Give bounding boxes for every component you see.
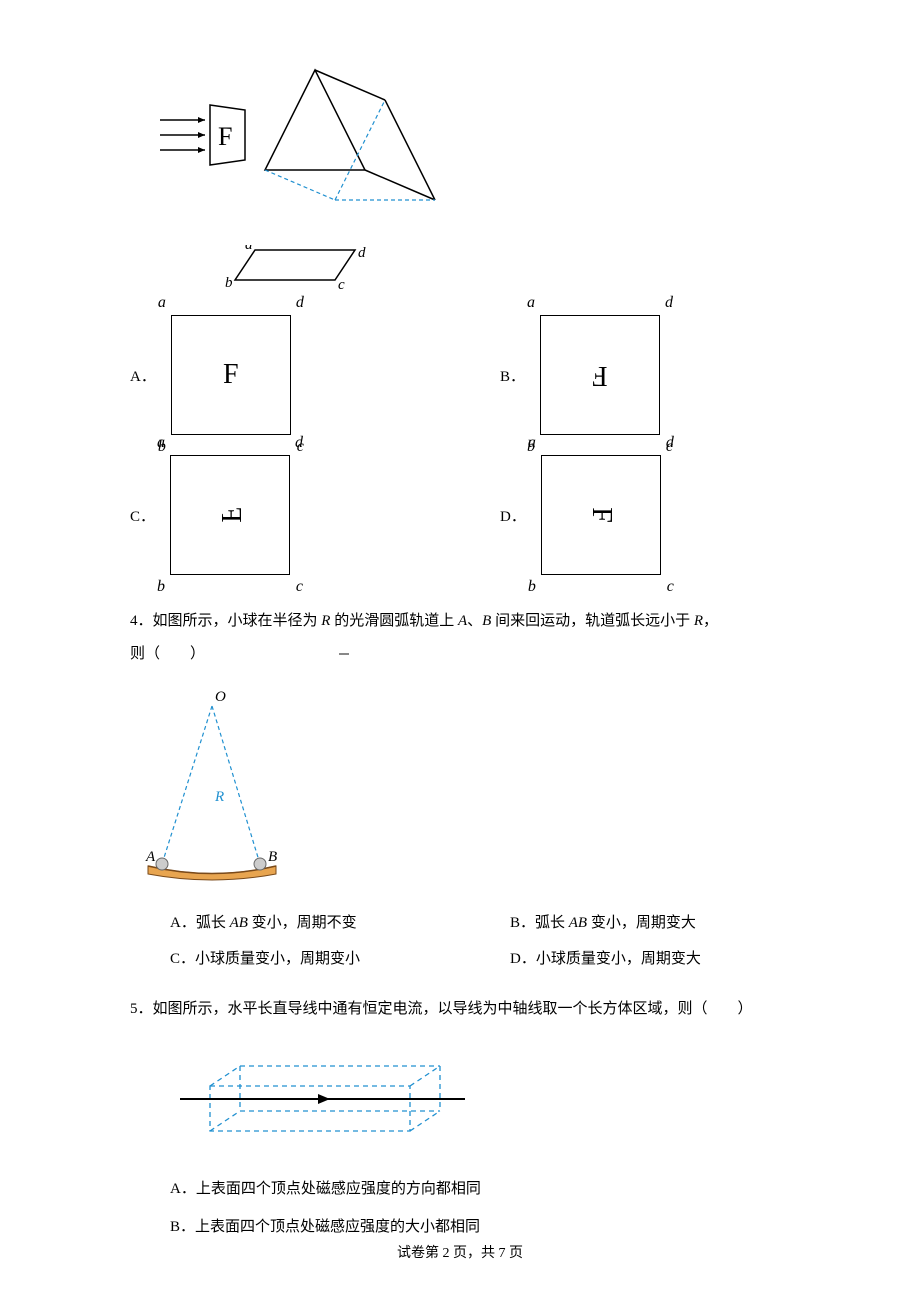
q4-opt-c: C．小球质量变小，周期变小: [170, 947, 450, 968]
corner-d: d: [296, 294, 304, 312]
q4-diagram: O R A B: [140, 686, 790, 891]
page-footer: 试卷第 2 页，共 7 页: [0, 1242, 920, 1262]
q3-option-b: B． a d b c F: [500, 315, 790, 435]
q4-svg: O R A B: [140, 686, 300, 886]
q4-b: B: [482, 613, 491, 629]
corner-b: b: [528, 578, 536, 596]
q4-t4: ，: [703, 613, 718, 629]
q5-svg: [170, 1046, 470, 1146]
q4-a: A: [458, 613, 467, 629]
square-c: a d b c F: [170, 455, 290, 575]
q5-opt-b: B．上表面四个顶点处磁感应强度的大小都相同: [170, 1209, 790, 1247]
q4-t1: 如图所示，小球在半径为: [153, 613, 322, 629]
b-label: B: [268, 849, 277, 865]
q4-t5: 则（ ）: [130, 646, 205, 662]
prism-f-label: F: [218, 122, 232, 151]
svg-text:c: c: [338, 277, 345, 293]
corner-d: d: [295, 434, 303, 452]
square-b: a d b c F: [540, 315, 660, 435]
q5-options: A．上表面四个顶点处磁感应强度的方向都相同 B．上表面四个顶点处磁感应强度的大小…: [170, 1171, 790, 1246]
f-glyph-c: F: [214, 507, 246, 523]
q5-text: 5．如图所示，水平长直导线中通有恒定电流，以导线为中轴线取一个长方体区域，则（ …: [130, 993, 790, 1026]
f-glyph-d: F: [585, 507, 617, 523]
q4-number: 4．: [130, 613, 153, 629]
q4-r2: R: [694, 613, 703, 629]
q4-opt-d: D．小球质量变小，周期变大: [510, 947, 790, 968]
svg-text:d: d: [358, 245, 366, 261]
option-letter-b: B．: [500, 365, 525, 386]
cursor-mark: [339, 653, 349, 655]
q4-sep: 、: [467, 613, 482, 629]
square-d: a d b c F: [541, 455, 661, 575]
corner-c: c: [667, 578, 674, 596]
svg-text:a: a: [245, 245, 253, 253]
prism-diagram: F: [160, 60, 790, 235]
q5-diagram: [170, 1046, 790, 1151]
f-glyph-a: F: [223, 359, 239, 391]
f-glyph-b: F: [592, 359, 608, 391]
q4-options: A．弧长 AB 变小，周期不变 B．弧长 AB 变小，周期变大 C．小球质量变小…: [170, 911, 790, 968]
option-letter-a: A．: [130, 365, 156, 386]
prism-svg: F: [160, 60, 450, 230]
corner-d: d: [666, 434, 674, 452]
q5-number: 5．: [130, 1001, 153, 1017]
svg-text:b: b: [225, 275, 233, 291]
r-label: R: [214, 789, 224, 805]
corner-c: c: [296, 578, 303, 596]
option-letter-d: D．: [500, 505, 526, 526]
q4-t3: 间来回运动，轨道弧长远小于: [491, 613, 694, 629]
square-a: a d b c F: [171, 315, 291, 435]
q4-text: 4．如图所示，小球在半径为 R 的光滑圆弧轨道上 A、B 间来回运动，轨道弧长远…: [130, 605, 790, 671]
q3-option-a: A． a d b c F: [130, 315, 420, 435]
corner-a: a: [527, 294, 535, 312]
corner-d: d: [665, 294, 673, 312]
q5-opt-a: A．上表面四个顶点处磁感应强度的方向都相同: [170, 1171, 790, 1209]
a-label: A: [145, 849, 156, 865]
q5-body: 如图所示，水平长直导线中通有恒定电流，以导线为中轴线取一个长方体区域，则（ ）: [153, 1001, 753, 1017]
parallelogram-diagram: a d b c: [225, 245, 790, 300]
corner-a: a: [528, 434, 536, 452]
parallelogram-svg: a d b c: [225, 245, 385, 295]
corner-b: b: [157, 578, 165, 596]
q3-options-grid: A． a d b c F B． a d b c F C． a d b c F D…: [130, 315, 790, 575]
corner-a: a: [157, 434, 165, 452]
q3-option-d: D． a d b c F: [500, 455, 790, 575]
q4-opt-b: B．弧长 AB 变小，周期变大: [510, 911, 790, 932]
q4-t2: 的光滑圆弧轨道上: [330, 613, 458, 629]
o-label: O: [215, 689, 226, 705]
q3-option-c: C． a d b c F: [130, 455, 420, 575]
corner-a: a: [158, 294, 166, 312]
option-letter-c: C．: [130, 505, 155, 526]
q4-opt-a: A．弧长 AB 变小，周期不变: [170, 911, 450, 932]
